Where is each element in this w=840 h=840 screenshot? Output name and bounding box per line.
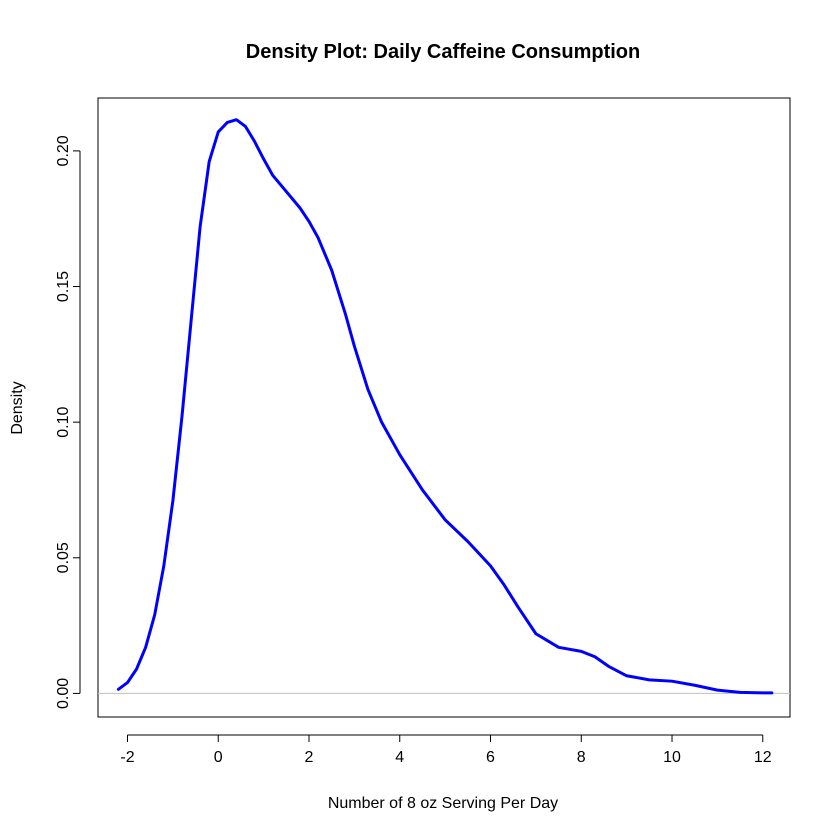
- x-axis-label: Number of 8 oz Serving Per Day: [328, 795, 558, 812]
- y-tick-label: 0.20: [55, 135, 72, 166]
- y-axis: 0.00 0.05 0.10 0.15 0.20: [55, 135, 81, 709]
- y-tick-label: 0.10: [55, 406, 72, 437]
- y-axis-label: Density: [9, 381, 26, 434]
- y-tick-label: 0.15: [55, 271, 72, 302]
- x-tick-label: 6: [486, 749, 495, 766]
- plot-box: [97, 97, 791, 718]
- x-tick-label: 0: [214, 749, 223, 766]
- x-tick-label: 2: [305, 749, 314, 766]
- x-tick-label: 8: [577, 749, 586, 766]
- x-tick-label: 4: [395, 749, 404, 766]
- y-tick-label: 0.00: [55, 678, 72, 709]
- x-axis: -2 0 2 4 6 8 10 12: [120, 734, 772, 766]
- x-tick-label: 10: [663, 749, 681, 766]
- x-tick-label: 12: [754, 749, 772, 766]
- density-curve: [116, 118, 774, 695]
- series-layer: [116, 118, 774, 695]
- chart-title: Density Plot: Daily Caffeine Consumption: [246, 41, 640, 63]
- y-tick-label: 0.05: [55, 542, 72, 573]
- x-tick-label: -2: [120, 749, 134, 766]
